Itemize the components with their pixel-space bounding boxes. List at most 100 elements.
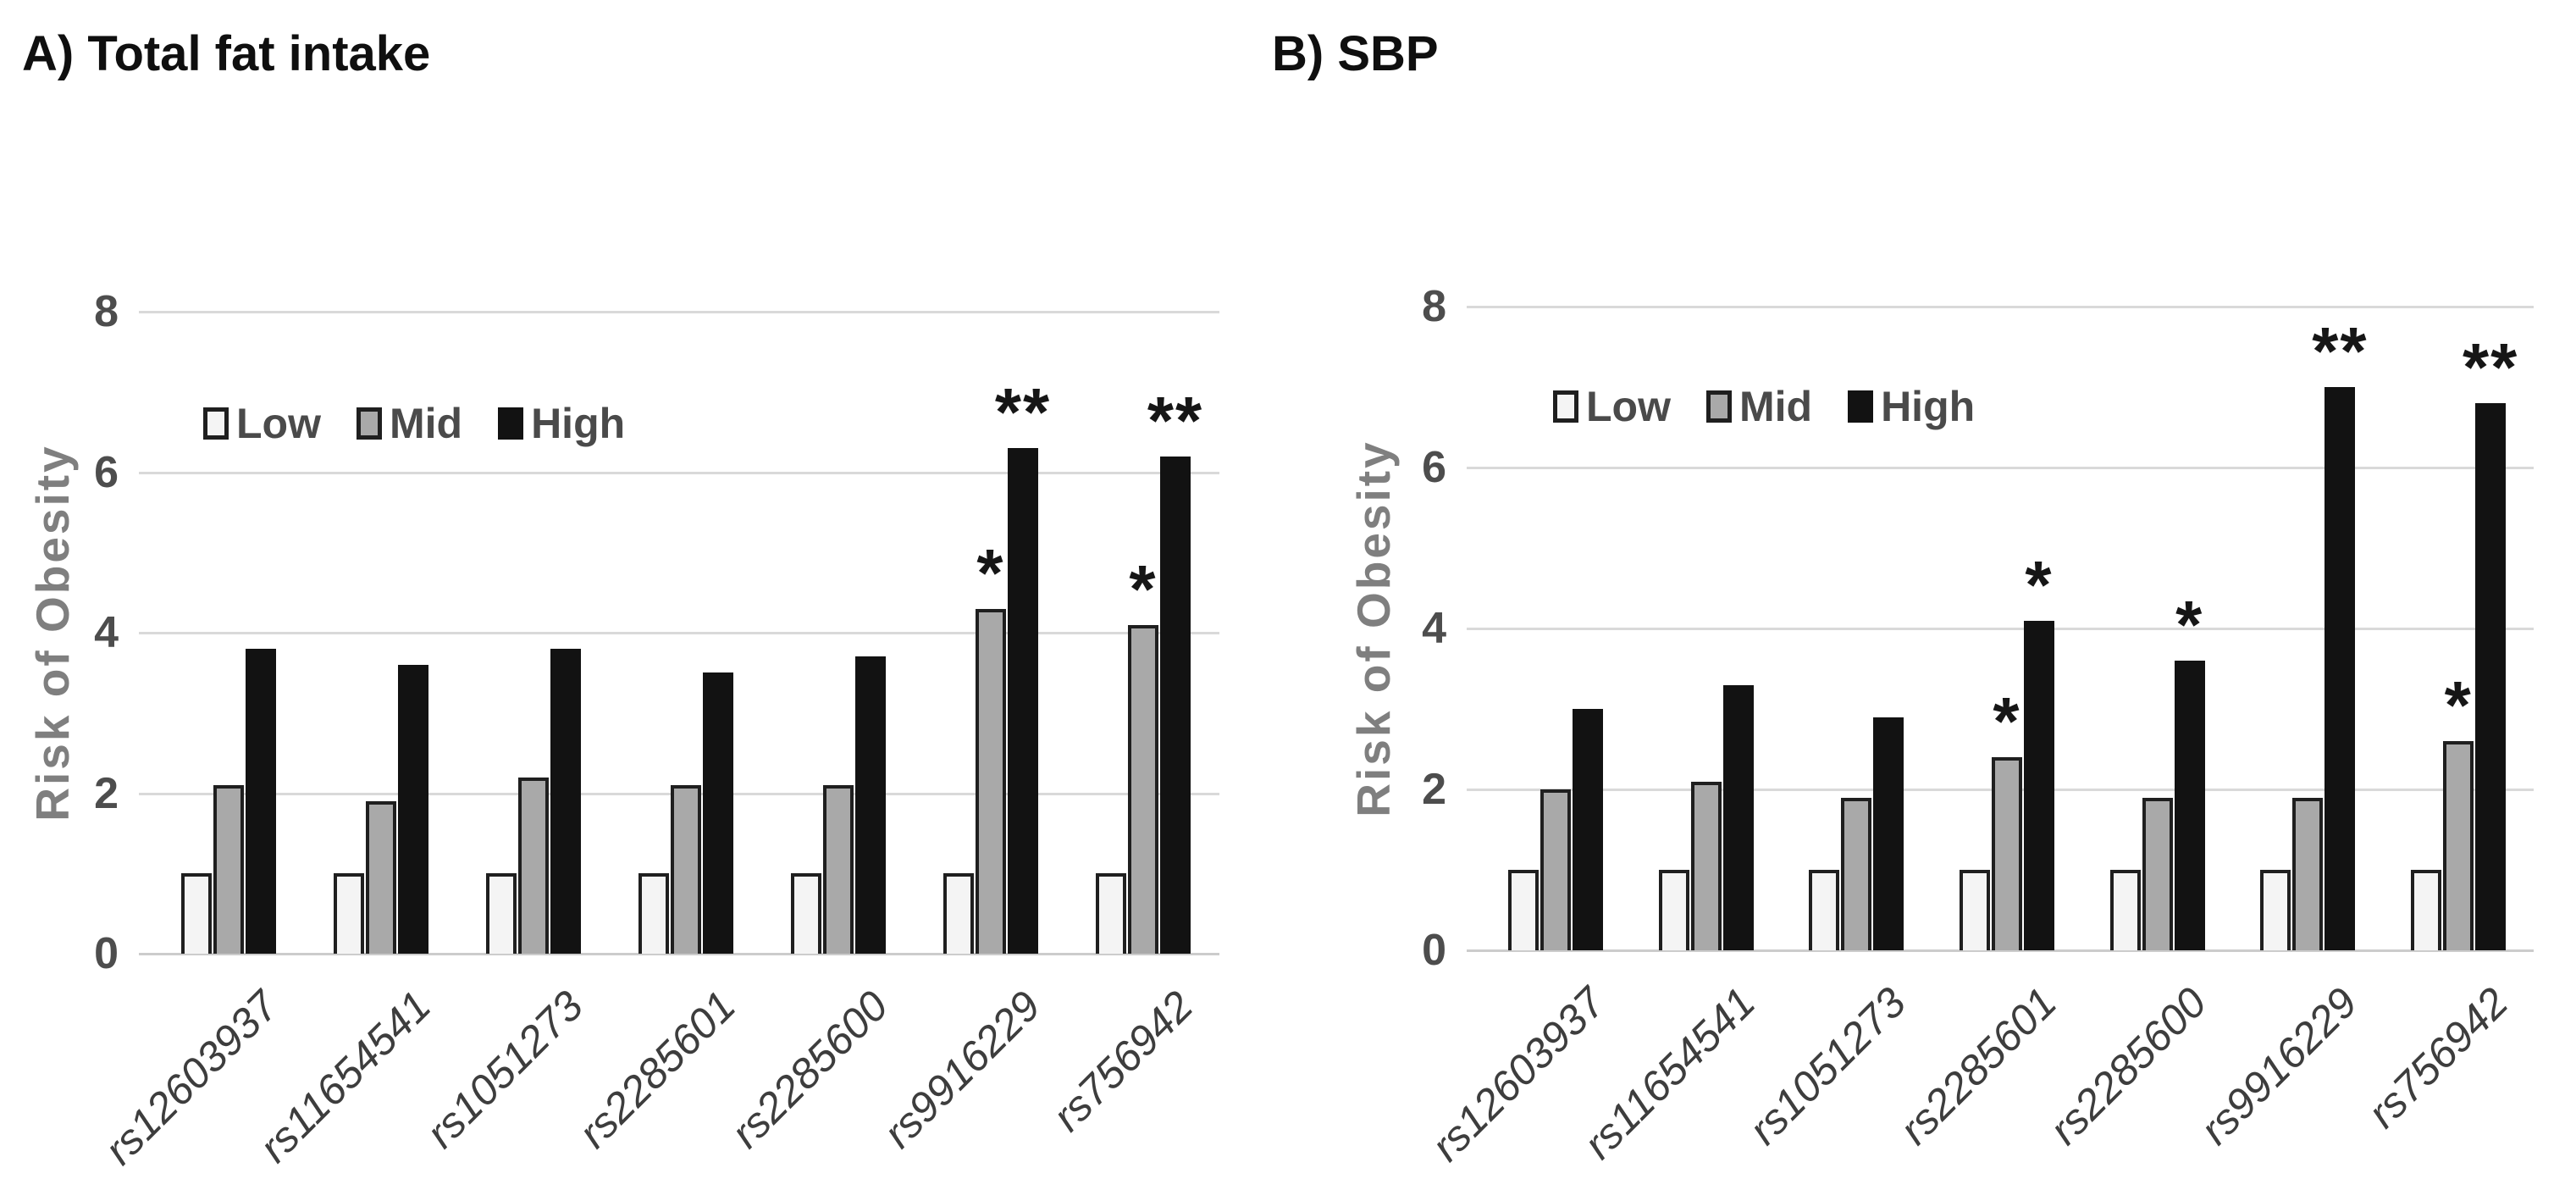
y-gridline xyxy=(139,311,1219,313)
y-tick-label: 8 xyxy=(1422,282,1446,331)
bar-mid-rs9916229 xyxy=(976,608,1006,954)
y-tick-label: 6 xyxy=(94,447,119,497)
legend-item-mid: Mid xyxy=(1705,383,1813,430)
bar-mid-rs12603937 xyxy=(1540,789,1571,950)
significance-marker: * xyxy=(2444,667,2473,743)
y-tick-label: 8 xyxy=(94,287,119,336)
bar-high-rs11654541 xyxy=(398,664,428,954)
legend-swatch-mid-icon xyxy=(356,407,382,440)
category-label: rs9916229 xyxy=(2191,978,2367,1154)
y-tick-label: 4 xyxy=(1422,604,1446,653)
y-tick-label: 0 xyxy=(94,929,119,978)
bar-high-rs2285601 xyxy=(703,672,733,954)
legend-swatch-high-icon xyxy=(1848,390,1874,423)
legend-item-high: High xyxy=(498,402,625,445)
significance-marker: * xyxy=(2175,587,2204,662)
legend-swatch-low-icon xyxy=(203,407,229,440)
legend-label: High xyxy=(1881,383,1976,430)
bar-low-rs9916229 xyxy=(943,873,974,954)
bar-high-rs9916229 xyxy=(1008,448,1038,954)
x-axis-baseline xyxy=(139,953,1219,955)
y-gridline xyxy=(139,632,1219,634)
y-gridline xyxy=(1467,628,2534,630)
bar-low-rs9916229 xyxy=(2260,870,2291,950)
bar-low-rs11654541 xyxy=(1658,870,1689,950)
bar-low-rs12603937 xyxy=(1507,870,1539,950)
x-axis-baseline xyxy=(1467,949,2534,952)
bar-low-rs1051273 xyxy=(1809,870,1840,950)
bar-low-rs2285601 xyxy=(638,873,669,954)
legend-item-low: Low xyxy=(1553,385,1671,428)
y-gridline xyxy=(1467,467,2534,469)
bar-high-rs2285600 xyxy=(855,656,886,954)
bar-high-rs2285601 xyxy=(2024,620,2054,950)
bar-low-rs2285601 xyxy=(1960,870,1990,950)
bar-high-rs756942 xyxy=(2475,403,2507,950)
bar-mid-rs2285601 xyxy=(1992,757,2022,950)
bar-low-rs2285600 xyxy=(2109,870,2141,950)
y-tick-label: 4 xyxy=(94,608,119,657)
bar-low-rs11654541 xyxy=(334,873,364,954)
legend-label: Low xyxy=(236,400,321,447)
significance-marker: ** xyxy=(2463,329,2519,405)
category-label: rs2285600 xyxy=(2040,978,2216,1154)
bar-high-rs9916229 xyxy=(2324,387,2356,950)
significance-marker: ** xyxy=(2312,313,2369,389)
y-tick-label: 2 xyxy=(94,768,119,818)
category-label: rs2285601 xyxy=(1890,978,2065,1154)
legend-label: High xyxy=(531,400,626,447)
legend: Low Mid High xyxy=(1553,385,2010,428)
bar-mid-rs11654541 xyxy=(366,800,396,954)
y-axis-title: Risk of Obesity xyxy=(1347,440,1400,817)
bar-low-rs2285600 xyxy=(791,873,821,954)
bar-low-rs756942 xyxy=(1096,873,1126,954)
bar-mid-rs9916229 xyxy=(2292,797,2324,950)
significance-marker: * xyxy=(1129,551,1158,627)
bar-mid-rs2285601 xyxy=(671,785,701,954)
significance-marker: ** xyxy=(994,374,1052,451)
panel-b-title: B) SBP xyxy=(1272,26,1439,81)
legend-label: Mid xyxy=(1739,383,1813,430)
bar-high-rs756942 xyxy=(1160,456,1191,954)
legend-item-mid: Mid xyxy=(356,400,463,447)
bar-mid-rs756942 xyxy=(1128,624,1158,954)
bar-mid-rs1051273 xyxy=(1841,797,1872,950)
y-tick-label: 6 xyxy=(1422,443,1446,492)
panel-a-title: A) Total fat intake xyxy=(22,26,431,81)
bar-high-rs12603937 xyxy=(246,648,276,954)
bar-mid-rs2285600 xyxy=(2142,797,2173,950)
bar-high-rs12603937 xyxy=(1572,709,1603,950)
bar-high-rs1051273 xyxy=(1873,717,1904,950)
category-label: rs1051273 xyxy=(1739,978,1915,1154)
legend-item-low: Low xyxy=(203,402,321,445)
y-tick-label: 2 xyxy=(1422,765,1446,814)
category-label: rs756942 xyxy=(2358,978,2518,1137)
bar-low-rs1051273 xyxy=(486,873,517,954)
y-gridline xyxy=(1467,306,2534,308)
bar-low-rs12603937 xyxy=(181,873,212,954)
significance-marker: * xyxy=(976,534,1005,611)
legend-swatch-mid-icon xyxy=(1705,390,1732,423)
legend: Low Mid High xyxy=(203,402,661,445)
y-gridline xyxy=(139,471,1219,474)
y-tick-label: 0 xyxy=(1422,926,1446,975)
bar-mid-rs12603937 xyxy=(213,785,244,954)
bar-high-rs11654541 xyxy=(1722,684,1754,950)
bar-high-rs1051273 xyxy=(550,648,581,954)
bar-mid-rs1051273 xyxy=(518,777,549,954)
legend-item-high: High xyxy=(1848,385,1975,428)
legend-label: Mid xyxy=(389,400,463,447)
bar-low-rs756942 xyxy=(2411,870,2442,950)
legend-label: Low xyxy=(1586,383,1671,430)
bar-mid-rs756942 xyxy=(2443,741,2474,950)
bar-high-rs2285600 xyxy=(2174,661,2205,950)
legend-swatch-low-icon xyxy=(1553,390,1578,423)
bar-mid-rs11654541 xyxy=(1690,781,1722,950)
bar-mid-rs2285600 xyxy=(823,785,854,954)
significance-marker: * xyxy=(2025,546,2054,623)
significance-marker: ** xyxy=(1147,382,1204,458)
legend-swatch-high-icon xyxy=(498,407,524,440)
